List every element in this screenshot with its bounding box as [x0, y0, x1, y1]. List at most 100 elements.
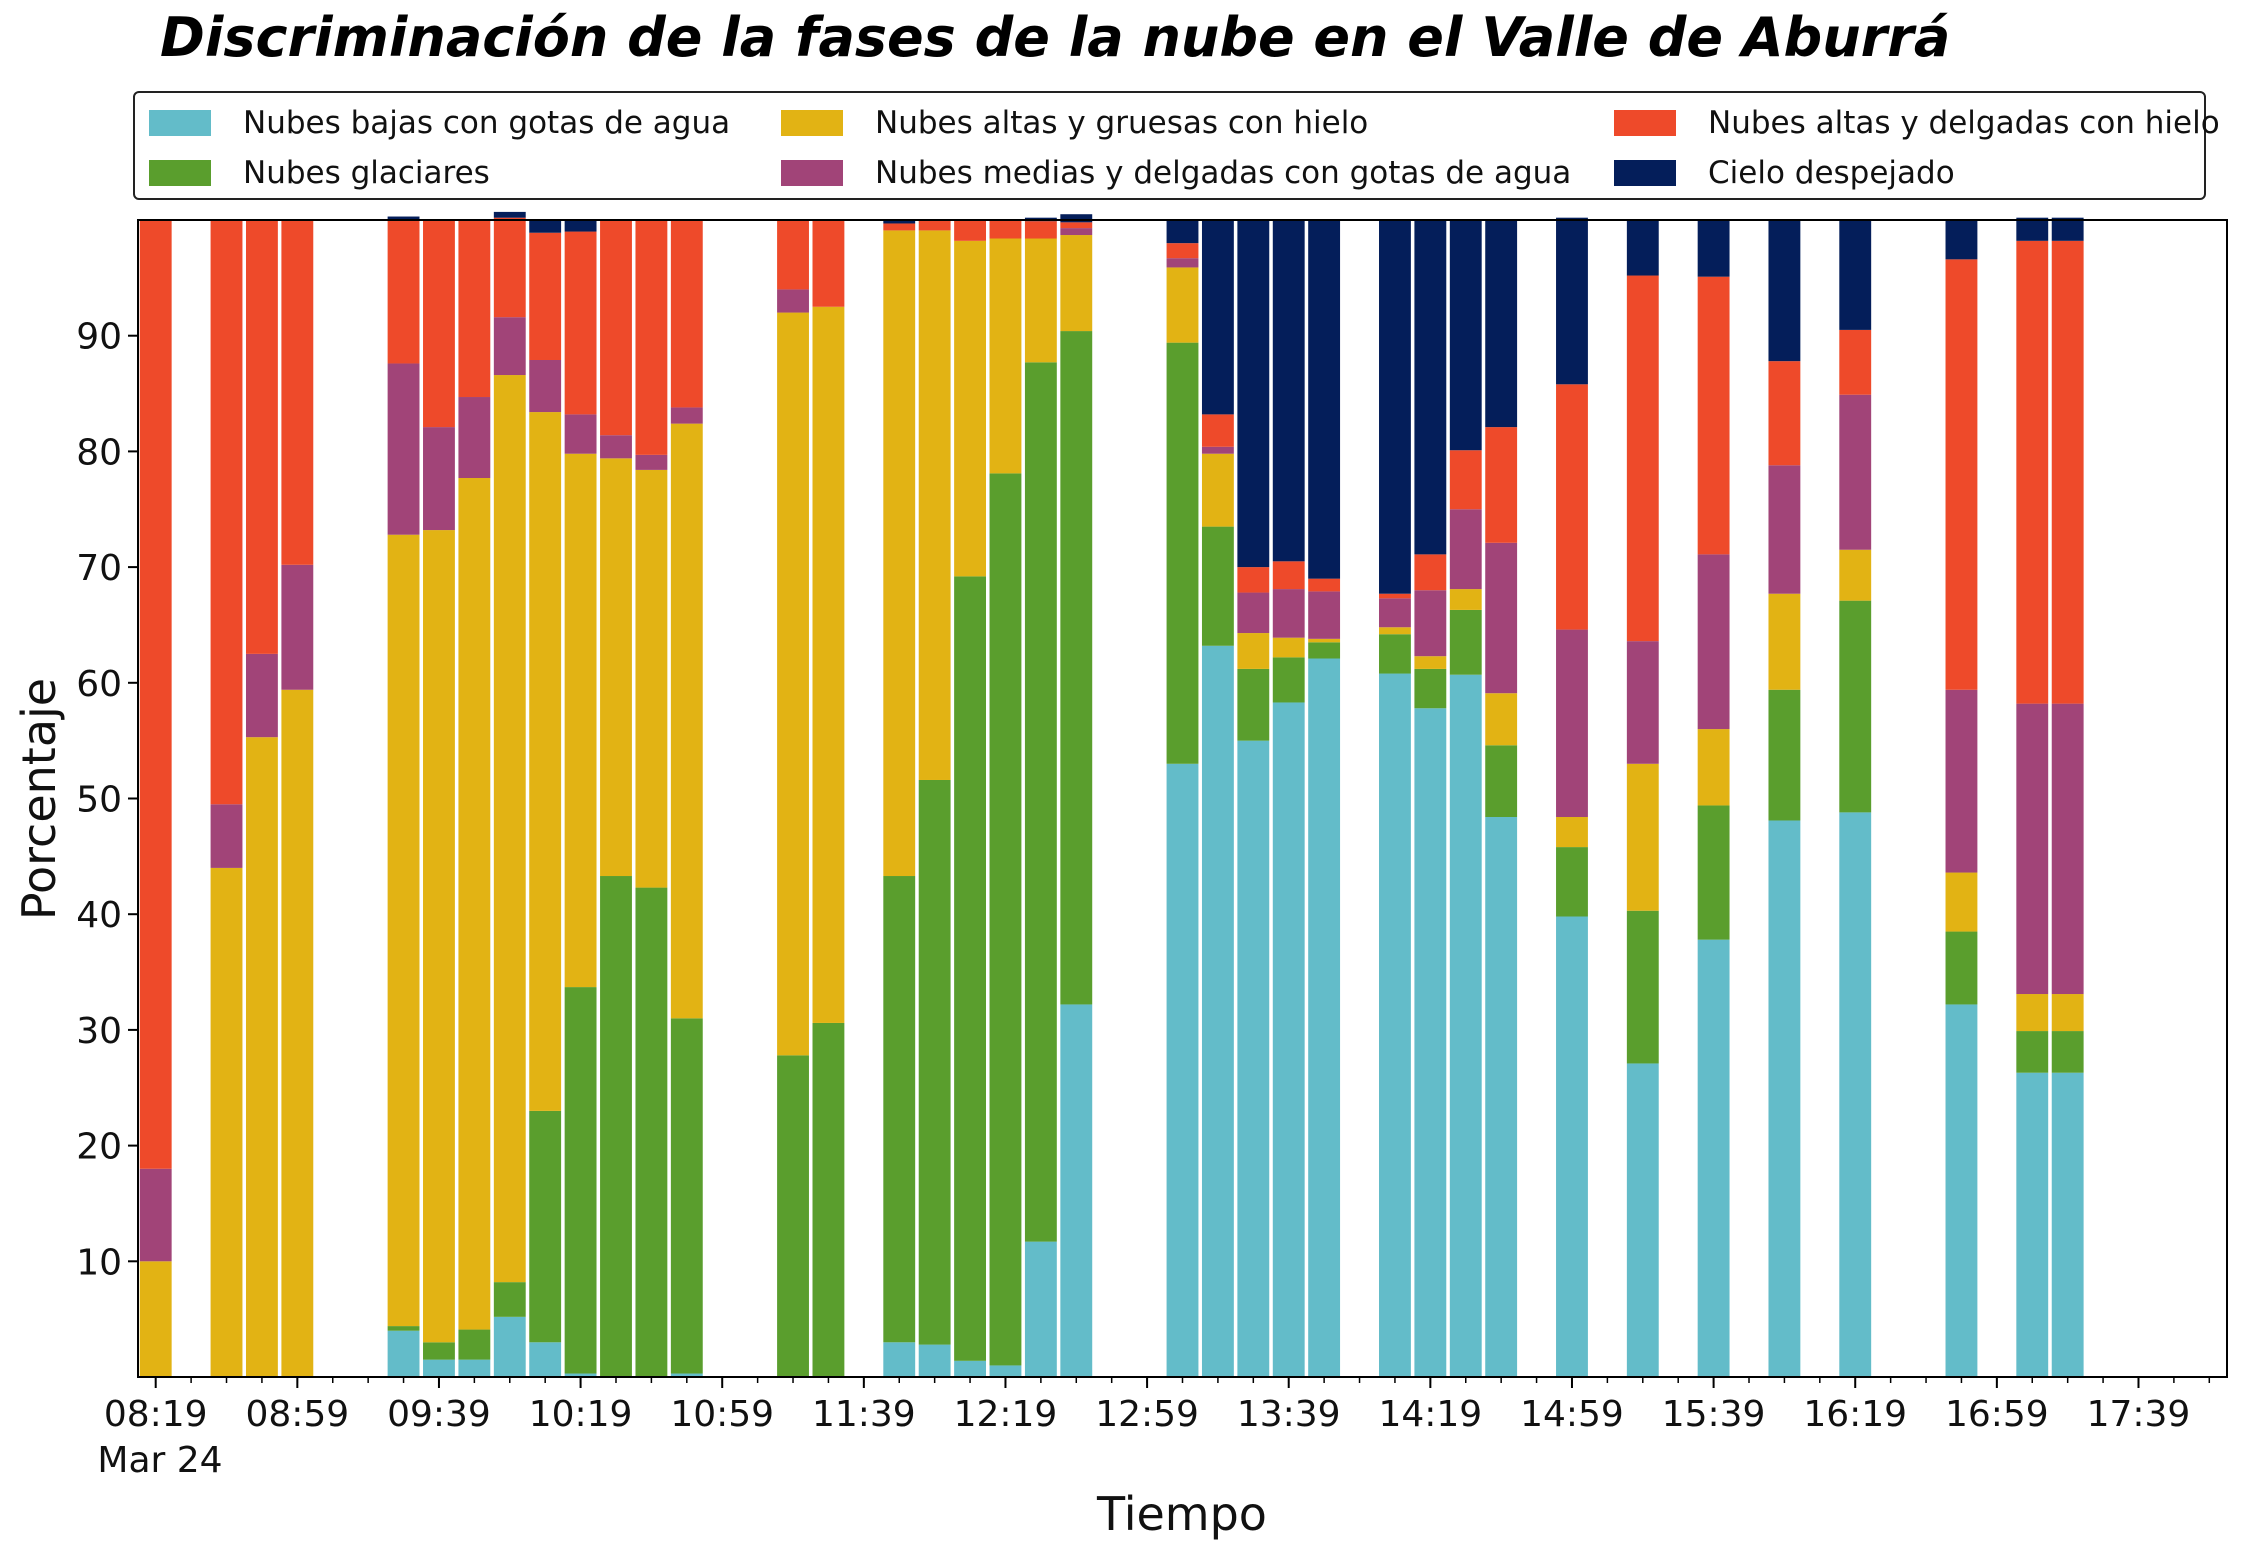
bar-segment-34-series-3 — [1768, 593, 1801, 690]
ticks-layer: 10 20 30 40 50 60 70 80 90 08:19 08:59 09:39 10:19 10… — [76, 317, 2211, 1435]
y-tick-label: 30 — [76, 1011, 122, 1052]
bar-segment-38-series-1 — [2051, 1072, 2084, 1377]
bar-segment-35-series-4 — [1839, 394, 1872, 550]
legend-swatch-cielo-despejado — [1614, 160, 1676, 186]
bar-segment-26-series-1 — [1308, 658, 1341, 1377]
bar-segment-33-series-5 — [1697, 276, 1730, 555]
bar-segment-33-series-2 — [1697, 805, 1730, 940]
x-tick-label: 14:19 — [1378, 1394, 1482, 1435]
y-tick-label: 40 — [76, 895, 122, 936]
bar-segment-28-series-3 — [1414, 656, 1447, 669]
x-tick-label: 10:59 — [670, 1394, 774, 1435]
bar-segment-14-series-3 — [777, 312, 809, 1056]
x-tick-label: 17:39 — [2087, 1394, 2191, 1435]
x-tick-label: 15:39 — [1662, 1394, 1766, 1435]
bar-segment-1-series-5 — [139, 220, 172, 1169]
bar-segment-9-series-6 — [529, 220, 562, 233]
bar-segment-14-series-4 — [777, 289, 809, 313]
bar-segment-16-series-1 — [883, 1342, 916, 1377]
x-tick-label: 08:59 — [245, 1394, 349, 1435]
bar-segment-35-series-2 — [1839, 600, 1872, 813]
y-axis-label: Porcentaje — [12, 678, 66, 920]
bar-segment-21-series-6 — [1060, 214, 1093, 223]
legend-item-nubes-altas-gruesas: Nubes altas y gruesas con hielo — [781, 105, 1368, 141]
bar-segment-28-series-1 — [1414, 708, 1447, 1377]
legend: Nubes bajas con gotas de agua Nubes glac… — [133, 91, 2220, 200]
bar-segment-31-series-3 — [1556, 817, 1588, 848]
x-tick-label: 11:39 — [812, 1394, 916, 1435]
bar-segment-25-series-1 — [1272, 702, 1305, 1377]
y-tick-label: 70 — [76, 548, 122, 589]
bar-segment-18-series-3 — [954, 240, 986, 577]
bar-segment-33-series-3 — [1697, 729, 1730, 806]
bar-segment-9-series-4 — [529, 360, 562, 413]
legend-swatch-nubes-medias — [781, 160, 843, 186]
bar-segment-33-series-4 — [1697, 554, 1730, 730]
bar-segment-27-series-5 — [1379, 593, 1411, 599]
bar-segment-26-series-6 — [1308, 220, 1341, 579]
bar-segment-22-series-6 — [1166, 220, 1199, 244]
bar-segment-27-series-2 — [1379, 634, 1411, 674]
bar-segment-37-series-5 — [2016, 240, 2049, 704]
bar-segment-21-series-2 — [1060, 331, 1093, 1005]
bar-segment-10-series-3 — [564, 453, 597, 988]
bar-segment-38-series-3 — [2051, 994, 2084, 1032]
bar-segment-24-series-4 — [1237, 592, 1270, 634]
bar-segment-25-series-5 — [1272, 561, 1305, 590]
bar-segment-22-series-2 — [1166, 342, 1199, 764]
bar-segment-21-series-4 — [1060, 228, 1093, 236]
bar-segment-33-series-1 — [1697, 939, 1730, 1377]
bar-segment-29-series-6 — [1449, 220, 1482, 451]
legend-item-cielo-despejado: Cielo despejado — [1614, 155, 1955, 191]
bar-segment-31-series-1 — [1556, 916, 1588, 1377]
bar-segment-26-series-2 — [1308, 642, 1341, 659]
bar-segment-2-series-5 — [210, 220, 243, 805]
bar-segment-18-series-1 — [954, 1360, 986, 1377]
bar-segment-24-series-6 — [1237, 220, 1270, 568]
bars-layer — [139, 211, 2084, 1377]
bar-segment-20-series-3 — [1024, 238, 1057, 363]
bar-segment-13-series-3 — [670, 423, 703, 1019]
bar-segment-12-series-4 — [635, 454, 668, 470]
bar-segment-37-series-3 — [2016, 994, 2049, 1032]
bar-segment-6-series-5 — [423, 220, 455, 428]
bar-segment-31-series-4 — [1556, 629, 1588, 818]
x-tick-label: 16:19 — [1803, 1394, 1907, 1435]
legend-item-nubes-altas-delgadas: Nubes altas y delgadas con hielo — [1614, 105, 2220, 141]
bar-segment-10-series-2 — [564, 987, 597, 1374]
y-tick-label: 60 — [76, 664, 122, 705]
bar-segment-11-series-3 — [600, 458, 632, 877]
bar-segment-24-series-1 — [1237, 740, 1270, 1377]
bar-segment-29-series-1 — [1449, 674, 1482, 1377]
bar-segment-7-series-5 — [458, 220, 491, 398]
legend-swatch-nubes-bajas — [149, 110, 211, 136]
chart-title: Discriminación de la fases de la nube en… — [160, 6, 1951, 69]
bar-segment-34-series-1 — [1768, 820, 1801, 1377]
bar-segment-5-series-3 — [387, 534, 420, 1327]
bar-segment-36-series-2 — [1945, 931, 1978, 1005]
x-tick-label: 08:19 — [104, 1394, 208, 1435]
bar-segment-2-series-4 — [210, 804, 243, 868]
y-tick-label: 10 — [76, 1242, 122, 1283]
bar-segment-28-series-2 — [1414, 668, 1447, 709]
bar-segment-3-series-3 — [245, 737, 278, 1377]
x-tick-label: 12:19 — [954, 1394, 1058, 1435]
bar-segment-15-series-3 — [812, 306, 845, 1023]
bar-segment-15-series-2 — [812, 1022, 845, 1377]
bar-segment-16-series-2 — [883, 876, 916, 1343]
bar-segment-23-series-2 — [1201, 526, 1234, 646]
x-tick-label: 13:39 — [1237, 1394, 1341, 1435]
bar-segment-9-series-5 — [529, 232, 562, 360]
bar-segment-34-series-6 — [1768, 220, 1801, 362]
bar-segment-12-series-5 — [635, 220, 668, 455]
bar-segment-19-series-1 — [989, 1365, 1022, 1377]
bar-segment-16-series-6 — [883, 220, 916, 224]
bar-segment-38-series-2 — [2051, 1031, 2084, 1073]
bar-segment-8-series-1 — [493, 1316, 526, 1377]
bar-segment-3-series-5 — [245, 220, 278, 654]
x-tick-label: 10:19 — [529, 1394, 633, 1435]
bar-segment-35-series-5 — [1839, 329, 1872, 395]
legend-label-cielo-despejado: Cielo despejado — [1708, 155, 1955, 191]
legend-label-nubes-medias: Nubes medias y delgadas con gotas de agu… — [875, 155, 1572, 191]
